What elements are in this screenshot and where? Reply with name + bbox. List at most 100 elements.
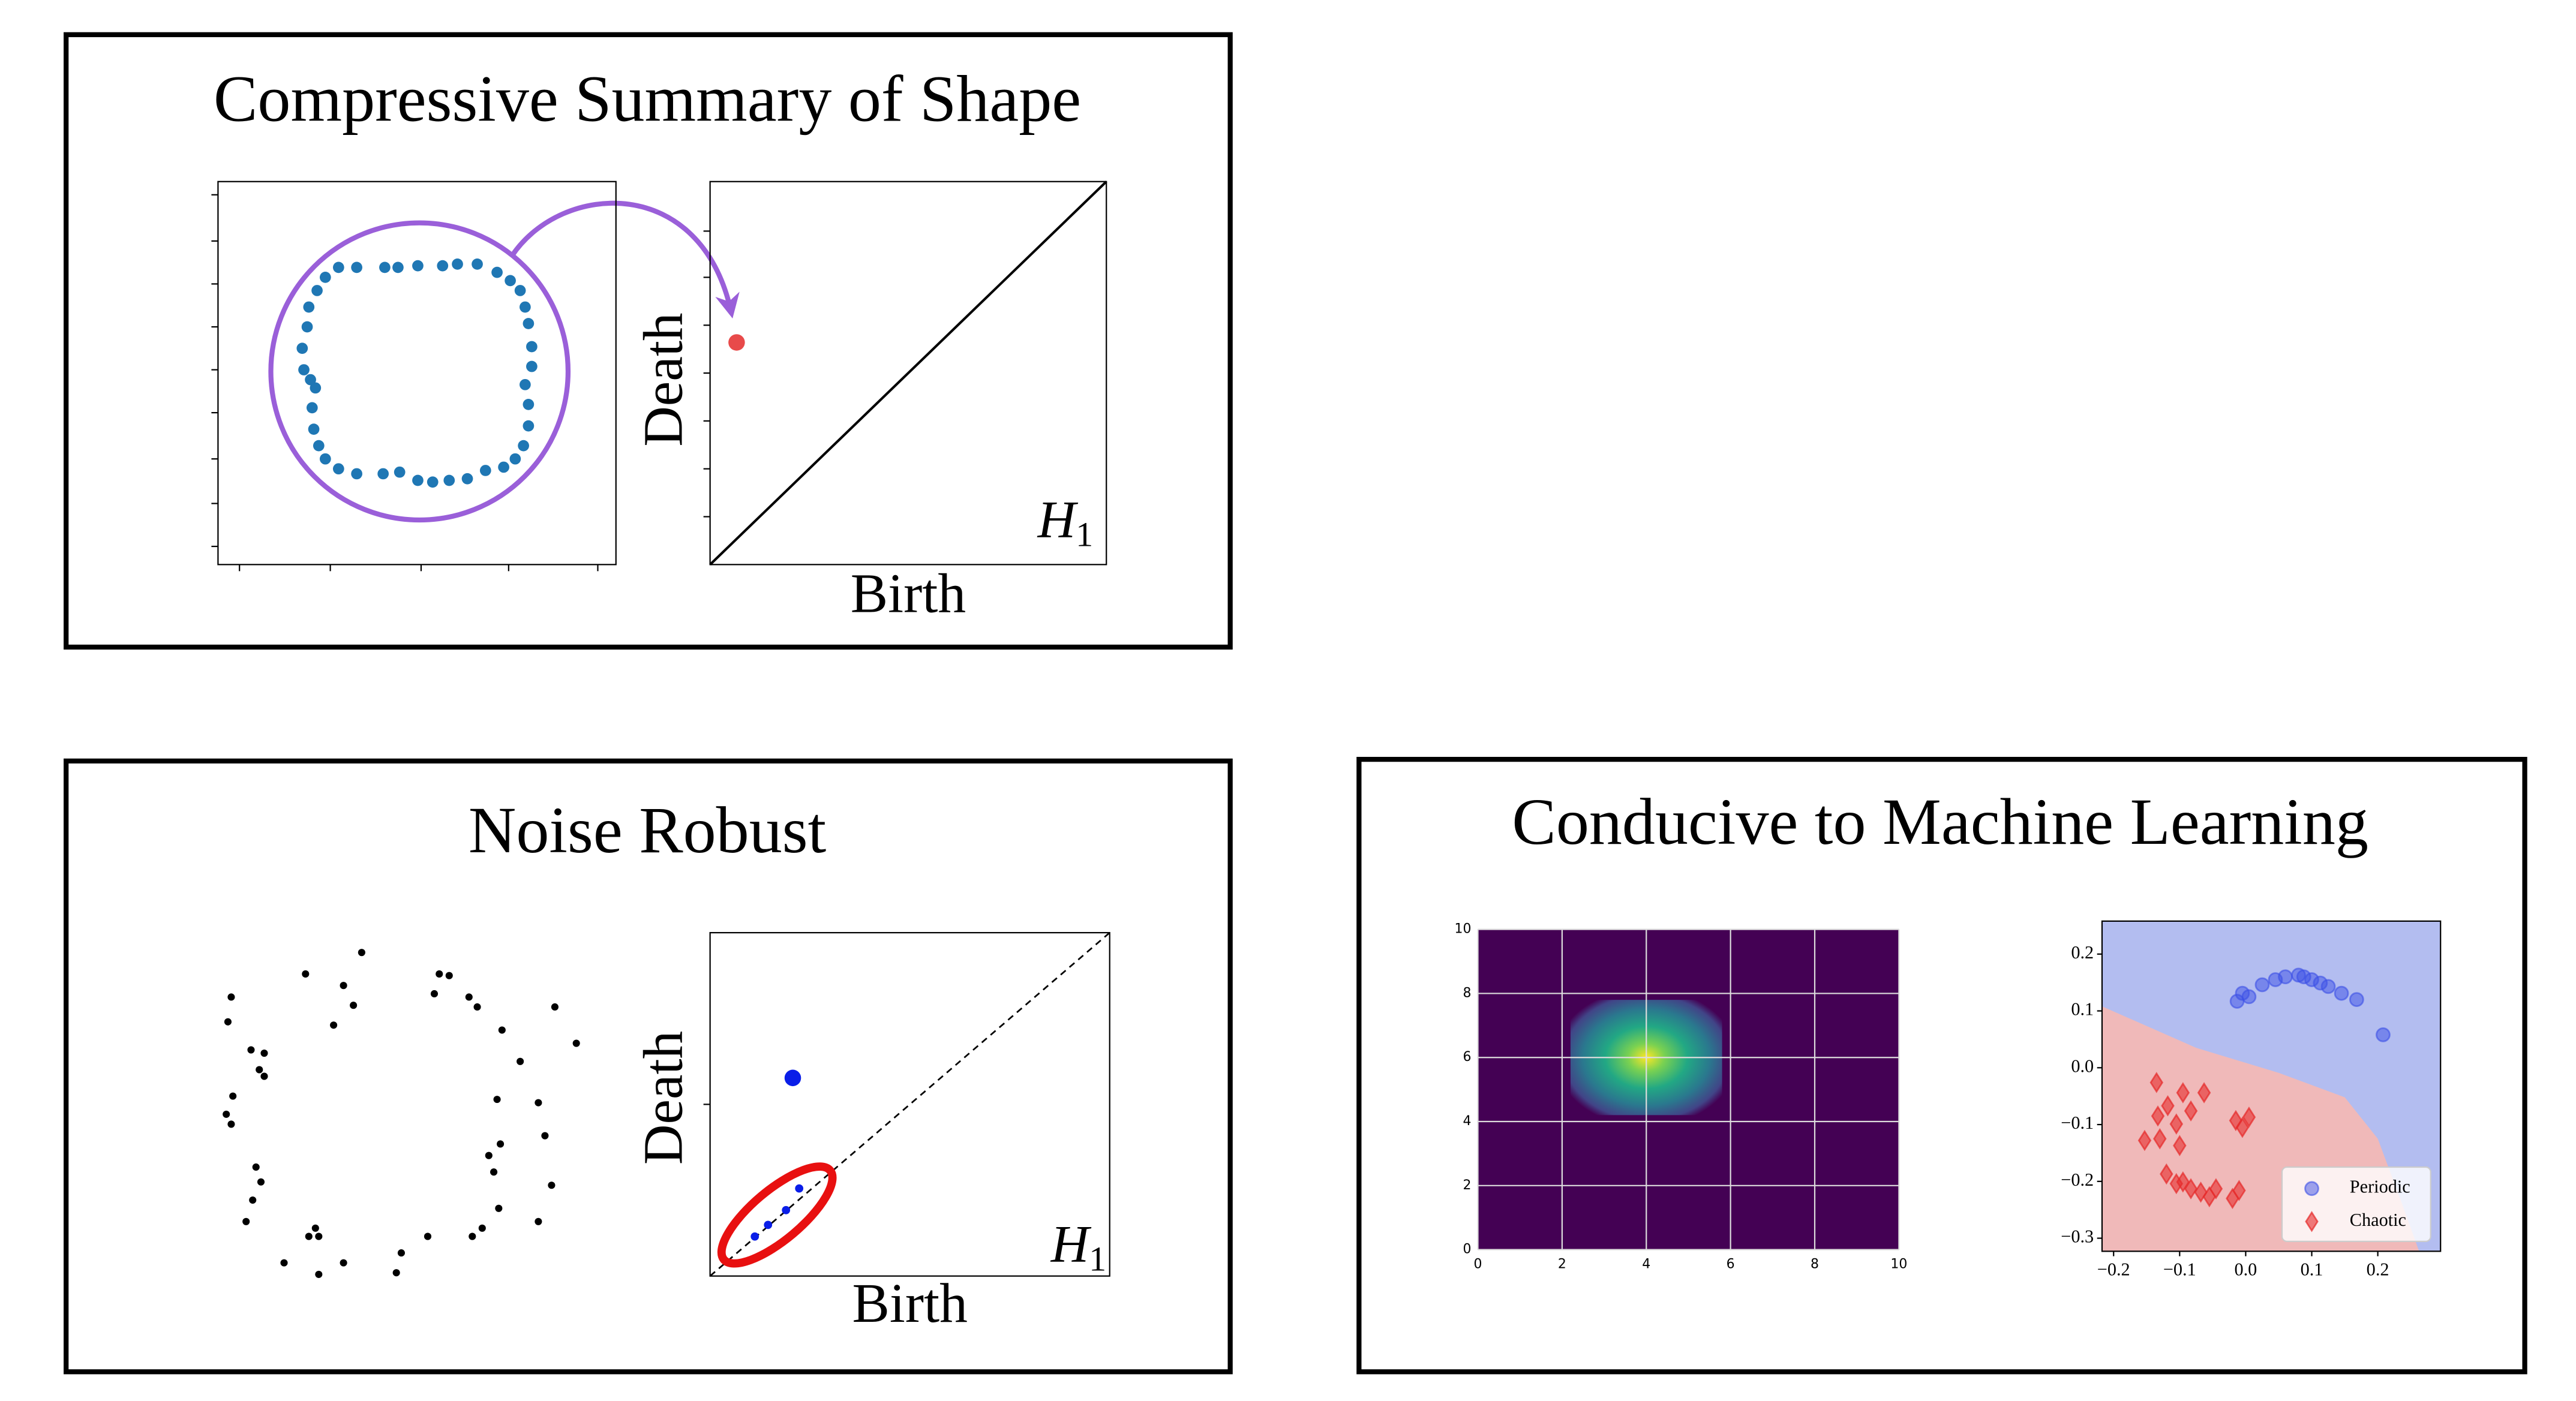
x-tick-label: 0.1 [2301,1259,2323,1279]
x-tick-label: 2 [1558,1256,1566,1271]
point [377,468,389,480]
panel-frame [64,758,1233,1375]
point [412,260,424,272]
plot-frame [2101,920,2442,1252]
point [311,1224,319,1232]
persistence-point [784,1069,801,1087]
point [305,1232,313,1240]
axis-label: Death [632,1031,694,1165]
point [437,260,449,272]
point [223,1110,230,1118]
point [535,1217,542,1225]
point [358,949,365,957]
panel-frame [64,32,1233,650]
point [315,1270,323,1278]
diagonal [709,181,1107,566]
point [2197,1082,2211,1104]
point [332,261,344,273]
point [526,341,538,353]
homology-index: 1 [1076,515,1093,554]
y-tick-label: 2 [1463,1178,1472,1193]
point [227,1120,235,1128]
persistence-point [795,1184,804,1193]
point [319,453,331,465]
point [397,1249,405,1257]
point [518,440,529,452]
point [296,342,308,354]
panel-frame [1356,756,2527,1375]
y-tick-label: −0.3 [2061,1226,2094,1247]
panel-title: Conducive to Machine Learning [1512,785,2368,858]
point [2194,1181,2208,1203]
point [2235,1117,2250,1138]
point [224,1018,232,1026]
point [2226,1187,2239,1209]
x-tick-label: −0.2 [2097,1259,2130,1279]
point [523,420,535,432]
point [2254,977,2270,993]
y-tick-label: 0 [1463,1242,1472,1257]
point [2149,1072,2164,1093]
point [257,1178,265,1186]
point [541,1132,549,1140]
y-tick-label: 6 [1463,1050,1472,1065]
point [340,1259,347,1267]
point [260,1072,268,1080]
point [469,1232,476,1240]
point [351,261,362,273]
point [490,1168,498,1176]
persistence-point [750,1232,759,1241]
homology-symbol: H [1050,1216,1092,1274]
x-tick-label: 0.0 [2234,1259,2257,1279]
y-tick-label: 8 [1463,985,1472,1000]
point [2153,1128,2167,1150]
point [2232,1180,2246,1201]
point [412,474,424,486]
point [249,1196,257,1204]
point [2278,969,2293,985]
point [572,1039,580,1047]
point [306,402,318,414]
point [424,1232,432,1240]
point [551,1003,559,1011]
point [229,1092,237,1100]
point [2320,979,2336,994]
point [505,275,516,287]
point [2349,992,2364,1008]
point [498,1026,506,1034]
x-tick-label: 0.2 [2367,1259,2389,1279]
homology-label: H1 [1037,491,1094,554]
noise-highlight [717,1162,837,1268]
persistence-point [728,334,745,351]
legend [2281,1166,2431,1242]
point [436,970,443,978]
point [394,466,406,478]
legend-marker [2305,1211,2319,1232]
point [305,374,316,386]
point [313,440,325,452]
point [478,1224,486,1232]
axis-label: Birth [852,1273,968,1334]
point [242,1217,250,1225]
point [465,993,473,1001]
point [311,285,323,296]
homology-index: 1 [1089,1240,1106,1279]
point [2242,1107,2256,1128]
x-tick-label: 10 [1890,1256,1907,1271]
point [2376,1027,2391,1042]
point [2334,985,2349,1001]
arrow [509,200,740,319]
point [280,1259,288,1267]
point [495,1204,503,1212]
point [303,301,315,313]
point [308,423,320,435]
x-tick-label: 6 [1727,1256,1735,1271]
point [350,1002,358,1009]
point [301,321,313,333]
point [2169,1113,2184,1135]
point [498,461,509,473]
plot-frame [217,181,617,566]
point [392,261,404,273]
homology-symbol: H [1037,491,1079,549]
point [2173,1135,2187,1156]
